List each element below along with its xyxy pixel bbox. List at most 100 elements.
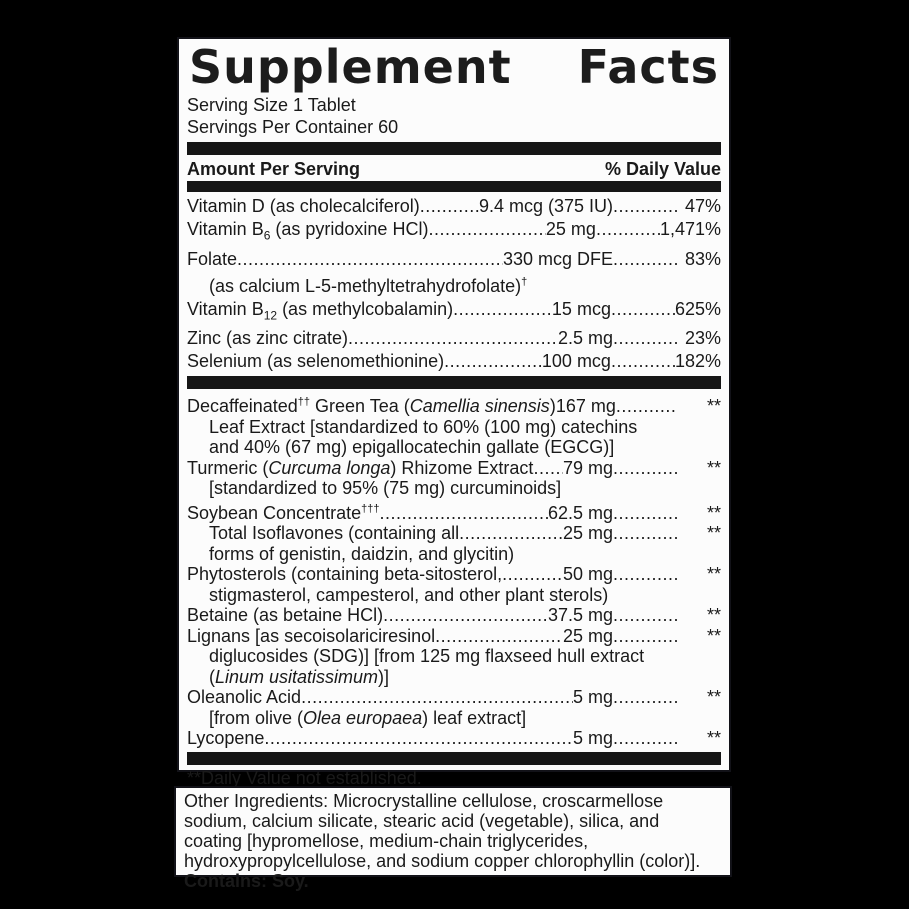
dot-leader — [264, 728, 573, 749]
ingredient-daily-value: 23% — [684, 328, 721, 349]
ingredient-subline: Leaf Extract [standardized to 60% (100 m… — [209, 416, 638, 437]
ingredient-subline: stigmasterol, campesterol, and other pla… — [209, 584, 609, 605]
divider-bar-middle — [187, 376, 721, 390]
dot-leader — [613, 503, 677, 524]
ingredient-name: Oleanolic Acid — [187, 687, 302, 708]
ingredient-subline: diglucosides (SDG)] [from 125 mg flaxsee… — [209, 646, 645, 667]
dot-leader — [379, 503, 547, 524]
divider-bar-top — [187, 142, 721, 155]
ingredient-amount: 330 mcg DFE — [502, 248, 613, 269]
ingredient-daily-value: ** — [706, 728, 721, 749]
dot-leader — [420, 195, 479, 218]
ingredient-row: Betaine (as betaine HCl) 37.5 mg ** — [187, 605, 721, 626]
ingredient-row: Selenium (as selenomethionine) 100 mcg 182… — [187, 350, 721, 373]
daily-value-header: % Daily Value — [604, 159, 721, 179]
ingredient-daily-value: 1,471% — [659, 219, 721, 239]
ingredient-amount: 37.5 mg — [547, 605, 613, 626]
dot-leader — [444, 350, 542, 373]
ingredient-daily-value: ** — [706, 605, 721, 626]
dot-leader — [596, 218, 660, 241]
ingredient-name: Lycopene — [187, 728, 265, 749]
dot-leader — [613, 564, 677, 585]
botanical-rows: Decaffeinated†† Green Tea (Camellia sine… — [187, 392, 721, 749]
dot-leader — [611, 350, 675, 373]
ingredient-name: Lignans [as secoisolariciresinol — [187, 625, 436, 646]
dot-leader — [613, 195, 677, 218]
divider-bar-header — [187, 181, 721, 192]
ingredient-amount: 5 mg — [572, 728, 613, 749]
ingredient-name: Folate — [187, 248, 238, 269]
ingredient-amount: 50 mg — [562, 564, 613, 585]
title-word-supplement: Supplement — [189, 40, 512, 94]
ingredient-subline: (Linum usitatissimum)] — [209, 666, 390, 687]
dot-leader — [502, 564, 563, 585]
ingredient-amount: 25 mg — [545, 219, 596, 239]
ingredient-name: Turmeric (Curcuma longa) Rhizome Extract — [187, 457, 534, 478]
other-ingredients-panel: Other Ingredients: Microcrystalline cell… — [174, 786, 732, 891]
ingredient-row: Lignans [as secoisolariciresinol 25 mg ** — [187, 626, 721, 647]
dot-leader — [613, 728, 677, 749]
ingredient-name: Total Isoflavones (containing all — [209, 523, 460, 544]
ingredient-daily-value: 83% — [684, 248, 721, 269]
dot-leader — [613, 626, 677, 647]
ingredient-row: Zinc (as zinc citrate) 2.5 mg 23% — [187, 327, 721, 350]
ingredient-amount: 5 mg — [572, 687, 613, 708]
ingredient-name: Vitamin D (as cholecalciferol) — [187, 196, 420, 216]
ingredient-daily-value: ** — [706, 457, 721, 478]
ingredient-daily-value: ** — [706, 523, 721, 544]
dot-leader — [459, 523, 563, 544]
ingredient-daily-value: ** — [706, 502, 721, 523]
ingredient-name: Vitamin B6 (as pyridoxine HCl) — [187, 219, 429, 243]
ingredient-row: Decaffeinated†† Green Tea (Camellia sine… — [187, 392, 721, 417]
ingredient-subline: (as calcium L-5-methyltetrahydrofolate)† — [209, 275, 528, 296]
dot-leader — [613, 327, 677, 350]
column-header-row: Amount Per Serving % Daily Value — [187, 157, 721, 181]
dot-leader — [613, 458, 677, 479]
ingredient-subline: [from olive (Olea europaea) leaf extract… — [209, 707, 527, 728]
dot-leader — [616, 396, 677, 417]
nutrient-rows: Vitamin D (as cholecalciferol) 9.4 mcg (3… — [187, 195, 721, 373]
ingredient-name: Vitamin B12 (as methylcobalamin) — [187, 298, 454, 323]
dot-leader — [383, 605, 548, 626]
ingredient-amount: 2.5 mg — [557, 328, 613, 349]
ingredient-row: Lycopene 5 mg ** — [187, 728, 721, 749]
ingredient-amount: 25 mg — [562, 625, 613, 646]
ingredient-amount: 167 mg — [555, 396, 616, 417]
ingredient-name: Soybean Concentrate††† — [187, 502, 380, 523]
ingredient-subline: and 40% (67 mg) epigallocatechin gallate… — [209, 437, 615, 458]
ingredient-name: Zinc (as zinc citrate) — [187, 328, 349, 349]
supplement-facts-title: Supplement Facts — [189, 42, 719, 92]
ingredient-row: Vitamin B6 (as pyridoxine HCl) 25 mg 1,471… — [187, 218, 721, 248]
other-ingredients-paragraph: Other Ingredients: Microcrystalline cell… — [184, 791, 722, 891]
dot-leader — [428, 218, 545, 241]
dot-leader — [613, 605, 677, 626]
dot-leader — [613, 523, 677, 544]
ingredient-daily-value: 182% — [674, 351, 721, 372]
ingredient-amount: 15 mcg — [551, 298, 611, 319]
ingredient-amount: 25 mg — [562, 523, 613, 544]
ingredient-row: Turmeric (Curcuma longa) Rhizome Extract… — [187, 458, 721, 479]
ingredient-row: Vitamin B12 (as methylcobalamin) 15 mcg 6… — [187, 298, 721, 328]
ingredient-name: Betaine (as betaine HCl) — [187, 605, 384, 626]
ingredient-row: Folate 330 mcg DFE 83% — [187, 248, 721, 271]
amount-per-serving-header: Amount Per Serving — [187, 159, 361, 179]
ingredient-amount: 79 mg — [562, 457, 613, 478]
servings-per-container-line: Servings Per Container 60 — [187, 117, 399, 137]
other-ingredients-text: Other Ingredients: Microcrystalline cell… — [184, 791, 701, 871]
ingredient-daily-value: 625% — [674, 298, 721, 319]
dot-leader — [237, 248, 503, 271]
title-word-facts: Facts — [577, 40, 719, 94]
ingredient-amount: 62.5 mg — [547, 502, 613, 523]
ingredient-row: Vitamin D (as cholecalciferol) 9.4 mcg (3… — [187, 195, 721, 218]
ingredient-row: Soybean Concentrate††† 62.5 mg ** — [187, 499, 721, 524]
ingredient-amount: 9.4 mcg (375 IU) — [478, 196, 613, 216]
dot-leader — [611, 298, 675, 321]
ingredient-daily-value: ** — [706, 687, 721, 708]
ingredient-amount: 100 mcg — [541, 351, 611, 372]
serving-size-line: Serving Size 1 Tablet — [187, 95, 356, 115]
contains-allergen-text: Contains: Soy. — [184, 871, 309, 891]
dot-leader — [348, 327, 558, 350]
supplement-facts-panel: Supplement Facts Serving Size 1 Tablet S… — [177, 37, 731, 788]
ingredient-subline: [standardized to 95% (75 mg) curcuminoid… — [209, 478, 562, 499]
dot-leader — [435, 626, 563, 647]
